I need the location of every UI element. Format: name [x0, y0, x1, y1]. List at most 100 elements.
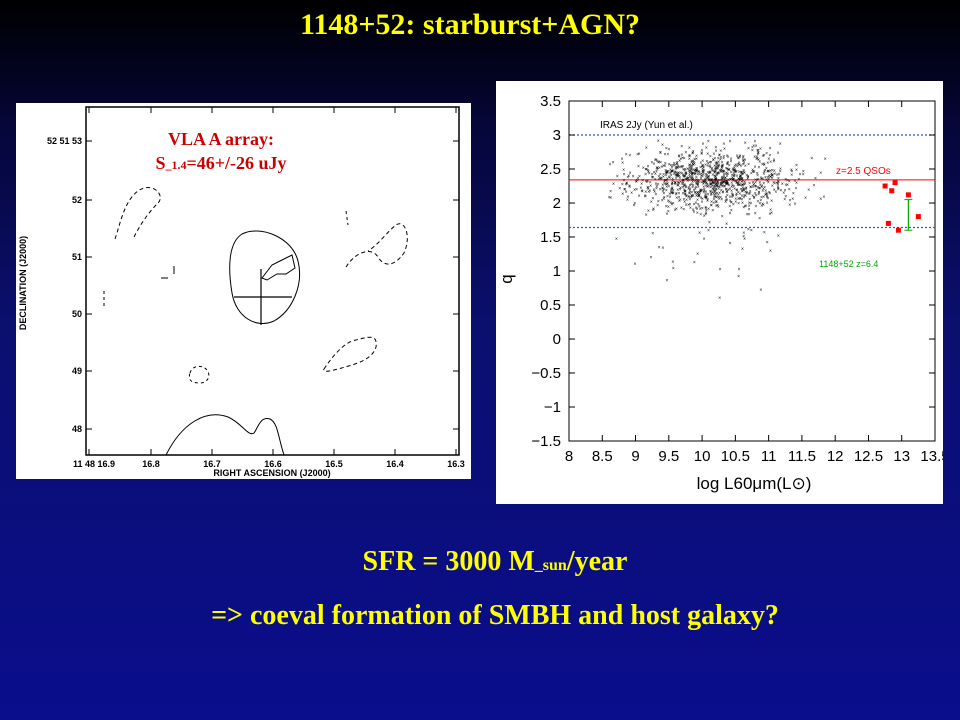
data-point: × [695, 179, 698, 185]
data-point: × [699, 212, 702, 218]
data-point: × [670, 189, 673, 195]
data-point: × [765, 192, 768, 198]
data-point: × [691, 178, 694, 184]
data-point: × [730, 156, 733, 162]
data-point: × [739, 197, 742, 203]
data-point: × [717, 181, 720, 187]
data-point: × [717, 164, 720, 170]
data-point: × [688, 178, 691, 184]
data-point: × [680, 144, 683, 150]
data-point: × [692, 159, 695, 165]
data-point: × [742, 158, 745, 164]
data-point: × [718, 295, 721, 301]
data-point: × [737, 156, 740, 162]
data-point: × [664, 161, 667, 167]
data-point: × [636, 152, 639, 158]
data-point: × [756, 171, 759, 177]
data-point: × [784, 182, 787, 188]
data-point: × [777, 187, 780, 193]
data-point: × [759, 287, 762, 293]
data-point: × [621, 161, 624, 167]
data-point: × [730, 194, 733, 200]
data-point: × [689, 154, 692, 160]
data-point: × [683, 168, 686, 174]
data-point: × [665, 204, 668, 210]
data-point: × [693, 188, 696, 194]
data-point: × [717, 171, 720, 177]
data-point: × [651, 231, 654, 237]
data-point: × [655, 181, 658, 187]
data-point: × [725, 222, 728, 228]
data-point: × [674, 207, 677, 213]
data-point: × [689, 206, 692, 212]
x-tick-label: 8 [565, 448, 573, 465]
data-point: × [732, 179, 735, 185]
data-point: × [819, 171, 822, 177]
data-point: × [743, 157, 746, 163]
data-point: × [778, 172, 781, 178]
data-point: × [694, 169, 697, 175]
data-point: × [745, 186, 748, 192]
data-point: × [757, 150, 760, 156]
data-point: × [659, 151, 662, 157]
data-point: × [756, 152, 759, 158]
data-point: × [724, 181, 727, 187]
data-point: × [722, 190, 725, 196]
data-point: × [720, 181, 723, 187]
data-point: × [721, 164, 724, 170]
data-point: × [730, 170, 733, 176]
data-point: × [771, 168, 774, 174]
data-point: × [756, 173, 759, 179]
data-point: × [627, 173, 630, 179]
x-tick-label: 10 [694, 448, 711, 465]
data-point: × [721, 180, 724, 186]
data-point: × [691, 174, 694, 180]
data-point: × [763, 169, 766, 175]
data-point: × [668, 174, 671, 180]
data-point: × [713, 156, 716, 162]
data-point: × [690, 190, 693, 196]
contour-fragment [161, 266, 175, 279]
data-point: × [704, 174, 707, 180]
data-point: × [726, 154, 729, 160]
data-point: × [674, 173, 677, 179]
data-point: × [696, 190, 699, 196]
data-point: × [650, 255, 653, 261]
data-point: × [729, 211, 732, 217]
data-point: × [740, 179, 743, 185]
data-point: × [651, 175, 654, 181]
data-point: × [749, 201, 752, 207]
data-point: × [713, 169, 716, 175]
data-point: × [802, 169, 805, 175]
contour-map-svg: 11 48 16.9 16.8 16.7 16.6 16.5 16.4 16.3… [18, 106, 465, 478]
data-point: × [794, 178, 797, 184]
data-point: × [701, 169, 704, 175]
y-tick-label: 3 [553, 127, 561, 144]
data-point: × [712, 186, 715, 192]
data-point: × [688, 172, 691, 178]
data-point: × [688, 157, 691, 163]
data-point: × [799, 172, 802, 178]
data-point: × [694, 185, 697, 191]
data-point: × [790, 168, 793, 174]
data-point: × [696, 178, 699, 184]
data-point: × [730, 185, 733, 191]
data-point: × [742, 234, 745, 240]
data-point: × [706, 182, 709, 188]
data-point: × [741, 193, 744, 199]
data-point: × [682, 178, 685, 184]
data-point: × [720, 170, 723, 176]
data-point: × [762, 203, 765, 209]
flux-symbol: S [155, 153, 166, 173]
data-point: × [726, 173, 729, 179]
data-point: × [633, 187, 636, 193]
data-point: × [737, 176, 740, 182]
data-point: × [680, 171, 683, 177]
data-point: × [724, 176, 727, 182]
data-point: × [724, 176, 727, 182]
data-point: × [666, 176, 669, 182]
data-point: × [632, 203, 635, 209]
data-point: × [673, 161, 676, 167]
data-point: × [717, 179, 720, 185]
data-point: × [700, 151, 703, 157]
